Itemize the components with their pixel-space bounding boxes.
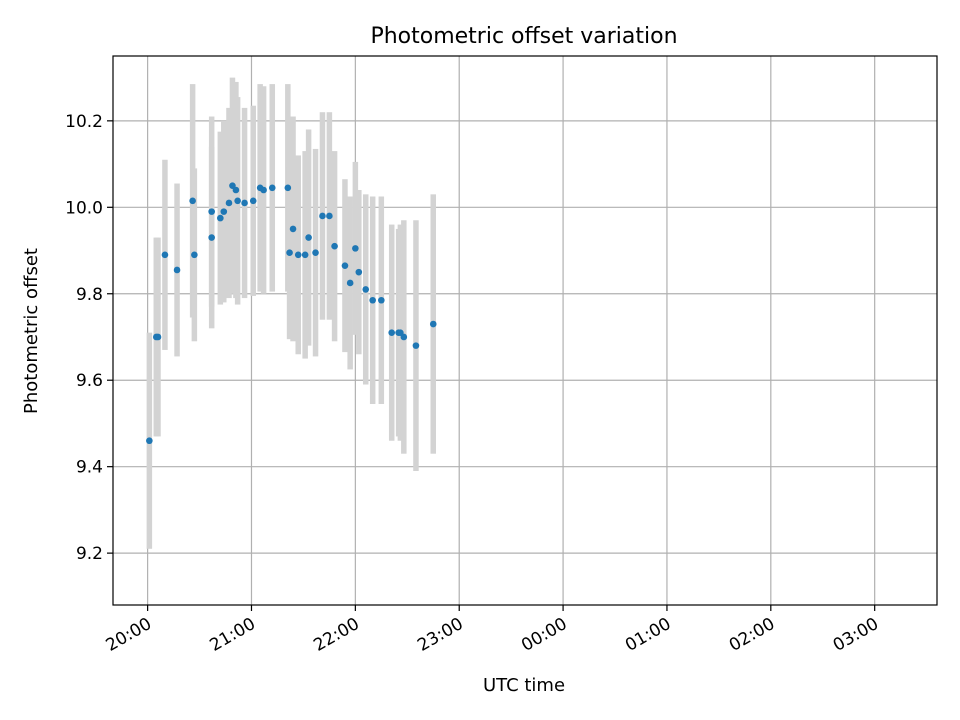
x-tick-label: 20:00 — [103, 614, 155, 656]
data-point — [346, 279, 354, 287]
x-tick-label: 03:00 — [830, 614, 882, 656]
data-point — [326, 212, 333, 220]
data-point — [301, 251, 309, 259]
x-axis-label: UTC time — [483, 675, 565, 696]
data-point — [305, 234, 312, 241]
data-point — [369, 296, 376, 304]
data-point — [154, 333, 162, 341]
data-point — [241, 199, 248, 207]
data-point — [286, 249, 293, 256]
data-point — [355, 268, 363, 276]
data-point — [225, 199, 233, 207]
data-point — [220, 208, 228, 215]
data-point — [341, 262, 349, 269]
y-tick-label: 10.2 — [65, 112, 103, 132]
data-point — [208, 208, 215, 215]
data-point — [268, 184, 276, 192]
data-point — [146, 437, 153, 445]
y-axis-ticks: 9.2 9.4 9.6 9.8 10.0 10.2 — [65, 112, 113, 564]
chart-title: Photometric offset variation — [370, 24, 677, 49]
x-tick-label: 21:00 — [207, 614, 259, 656]
data-point — [232, 186, 240, 194]
data-point — [173, 266, 181, 274]
data-point — [191, 251, 198, 259]
data-point — [161, 251, 169, 259]
x-tick-label: 01:00 — [622, 614, 674, 656]
data-point — [388, 329, 396, 336]
y-tick-label: 9.4 — [76, 458, 103, 478]
x-tick-label: 23:00 — [414, 614, 466, 656]
error-bars — [146, 77, 437, 549]
data-point — [362, 286, 370, 293]
data-point — [189, 197, 196, 205]
y-tick-label: 9.2 — [76, 544, 103, 564]
y-axis-label: Photometric offset — [21, 248, 42, 414]
data-point — [217, 214, 224, 222]
data-point — [429, 320, 437, 328]
data-point — [400, 333, 408, 341]
data-point — [352, 245, 359, 252]
data-points — [146, 182, 437, 445]
data-point — [249, 197, 257, 205]
grid-lines — [113, 56, 937, 605]
x-tick-label: 22:00 — [310, 614, 362, 656]
data-point — [284, 184, 292, 192]
plot-frame — [112, 55, 938, 606]
x-axis-ticks: 20:00 21:00 22:00 23:00 00:00 01:00 02:00 03:00 — [103, 605, 882, 656]
data-point — [412, 342, 420, 349]
x-tick-label: 00:00 — [518, 614, 570, 656]
data-point — [289, 225, 297, 233]
data-point — [319, 212, 326, 220]
y-tick-label: 9.6 — [76, 371, 103, 391]
data-point — [312, 249, 319, 256]
data-point — [294, 251, 302, 259]
data-point — [260, 186, 267, 194]
y-tick-label: 10.0 — [65, 198, 103, 218]
data-point — [378, 296, 385, 304]
data-point — [208, 234, 215, 241]
y-tick-label: 9.8 — [76, 285, 103, 305]
data-point — [331, 242, 338, 250]
data-point — [234, 197, 241, 205]
x-tick-label: 02:00 — [726, 614, 778, 656]
